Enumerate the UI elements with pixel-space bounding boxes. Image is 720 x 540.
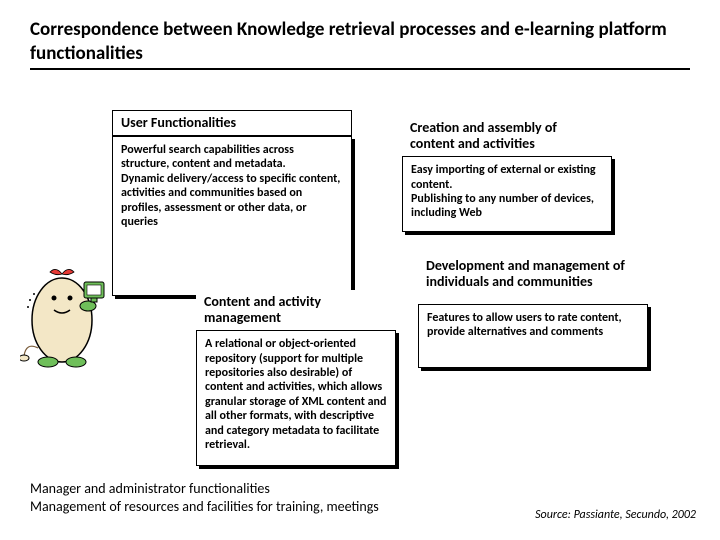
page: Correspondence between Knowledge retriev… [0, 0, 720, 540]
box-body-user-functionalities: Powerful search capabilities across stru… [112, 136, 352, 296]
title-area: Correspondence between Knowledge retriev… [30, 18, 690, 70]
box-content-activity-management: Content and activity management A relati… [196, 290, 396, 466]
box-header-content-activity-management: Content and activity management [196, 290, 396, 330]
box-header-development-management: Development and management of individual… [418, 254, 648, 304]
box-body-creation-assembly: Easy importing of external or existing c… [402, 156, 612, 232]
mascot-icon [20, 250, 110, 370]
box-user-functionalities: User Functionalities Powerful search cap… [112, 110, 352, 296]
box-body-development-management: Features to allow users to rate content,… [418, 304, 648, 368]
box-development-management: Development and management of individual… [418, 254, 648, 368]
page-title: Correspondence between Knowledge retriev… [30, 18, 690, 70]
footer-source: Source: Passiante, Secundo, 2002 [535, 508, 696, 522]
footer-left: Manager and administrator functionalitie… [30, 480, 379, 516]
box-creation-assembly: Creation and assembly of content and act… [402, 116, 612, 232]
box-header-creation-assembly: Creation and assembly of content and act… [402, 116, 612, 156]
box-body-content-activity-management: A relational or object-oriented reposito… [196, 330, 396, 466]
box-header-user-functionalities: User Functionalities [112, 110, 352, 136]
